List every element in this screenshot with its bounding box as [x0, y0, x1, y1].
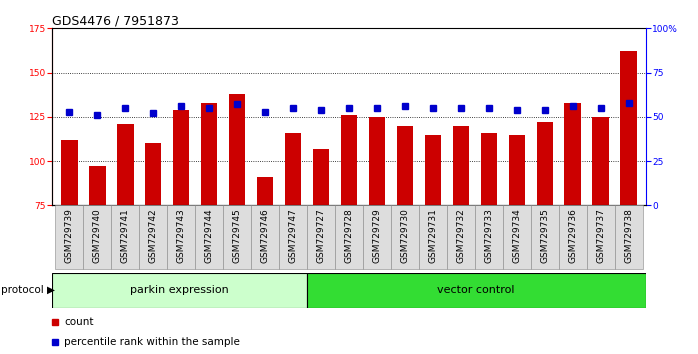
Bar [447, 205, 475, 269]
Text: GSM729743: GSM729743 [177, 209, 186, 263]
Bar [509, 135, 526, 338]
Bar [144, 143, 161, 338]
Bar [537, 122, 554, 338]
Text: parkin expression: parkin expression [130, 285, 229, 295]
Bar [363, 205, 391, 269]
Text: GSM729728: GSM729728 [345, 209, 353, 263]
Text: count: count [64, 318, 94, 327]
Text: GSM729736: GSM729736 [568, 209, 577, 263]
Bar [559, 205, 587, 269]
Text: GSM729733: GSM729733 [484, 209, 493, 263]
Text: GSM729737: GSM729737 [596, 209, 605, 263]
Bar [424, 135, 441, 338]
Text: GSM729738: GSM729738 [624, 209, 633, 263]
Bar [167, 205, 195, 269]
Bar [307, 205, 335, 269]
Bar [89, 166, 105, 338]
Text: GSM729739: GSM729739 [65, 209, 74, 263]
Bar [621, 51, 637, 338]
Bar [279, 205, 307, 269]
Bar [480, 133, 497, 338]
Bar [615, 205, 643, 269]
Bar [396, 126, 413, 338]
Bar [587, 205, 615, 269]
Text: GSM729730: GSM729730 [401, 209, 410, 263]
Text: GSM729744: GSM729744 [205, 209, 214, 263]
Bar [83, 205, 111, 269]
Bar [200, 103, 218, 338]
Bar [139, 205, 167, 269]
Text: GSM729735: GSM729735 [540, 209, 549, 263]
Bar [391, 205, 419, 269]
Bar [229, 94, 246, 338]
Bar [285, 133, 302, 338]
Bar [419, 205, 447, 269]
Text: GSM729734: GSM729734 [512, 209, 521, 263]
Text: percentile rank within the sample: percentile rank within the sample [64, 337, 240, 347]
Text: GDS4476 / 7951873: GDS4476 / 7951873 [52, 14, 179, 27]
Bar [452, 126, 469, 338]
Bar [117, 124, 133, 338]
Text: GSM729740: GSM729740 [93, 209, 102, 263]
Bar [335, 205, 363, 269]
Text: GSM729741: GSM729741 [121, 209, 130, 263]
Text: GSM729742: GSM729742 [149, 209, 158, 263]
Text: GSM729745: GSM729745 [232, 209, 242, 263]
Bar [61, 140, 77, 338]
Bar [306, 273, 646, 308]
Text: protocol ▶: protocol ▶ [1, 285, 55, 295]
Text: GSM729746: GSM729746 [260, 209, 269, 263]
Text: vector control: vector control [438, 285, 515, 295]
Bar [503, 205, 531, 269]
Bar [565, 103, 581, 338]
Bar [111, 205, 139, 269]
Bar [223, 205, 251, 269]
Bar [55, 205, 83, 269]
Text: GSM729732: GSM729732 [456, 209, 466, 263]
Bar [52, 273, 306, 308]
Bar [251, 205, 279, 269]
Bar [369, 117, 385, 338]
Bar [475, 205, 503, 269]
Bar [531, 205, 559, 269]
Text: GSM729731: GSM729731 [429, 209, 438, 263]
Bar [172, 110, 189, 338]
Text: GSM729747: GSM729747 [288, 209, 297, 263]
Bar [593, 117, 609, 338]
Text: GSM729727: GSM729727 [316, 209, 325, 263]
Bar [341, 115, 357, 338]
Bar [257, 177, 274, 338]
Bar [313, 149, 329, 338]
Bar [195, 205, 223, 269]
Text: GSM729729: GSM729729 [373, 209, 382, 263]
